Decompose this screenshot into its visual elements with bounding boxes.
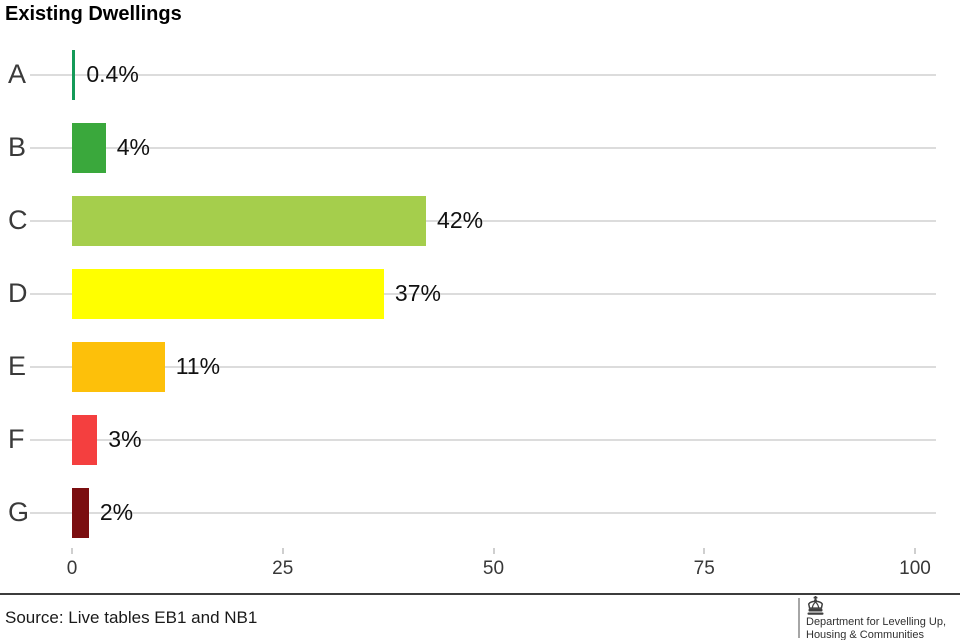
bar-b (72, 123, 106, 173)
chart-row-f: F 3% (0, 415, 960, 465)
x-axis-tick-mark (71, 548, 73, 554)
x-axis-tick-label: 100 (899, 558, 931, 579)
chart-row-a: A 0.4% (0, 50, 960, 100)
chart-row-g: G 2% (0, 488, 960, 538)
bar-f (72, 415, 98, 465)
chart-row-d: D 37% (0, 269, 960, 319)
bar-c (72, 196, 427, 246)
row-gridline (30, 293, 936, 295)
x-axis-tick-label: 0 (66, 558, 78, 579)
value-label-d: 37% (394, 279, 441, 306)
department-name: Department for Levelling Up, Housing & C… (806, 616, 946, 640)
value-label-b: 4% (116, 133, 150, 160)
band-label-c: C (8, 204, 28, 235)
row-gridline (30, 366, 936, 368)
band-label-a: A (8, 58, 27, 89)
x-axis-tick-mark (281, 548, 284, 554)
chart-title: Existing Dwellings (5, 3, 182, 25)
bar-e (72, 342, 165, 392)
source-note: Source: Live tables EB1 and NB1 (5, 608, 258, 627)
bar-g (72, 488, 89, 538)
bar-a (72, 50, 76, 100)
band-label-g: G (8, 496, 30, 527)
department-name-line2: Housing & Communities (806, 628, 924, 640)
footer-divider (798, 598, 800, 638)
value-label-c: 42% (437, 206, 484, 233)
x-axis-tick-label: 75 (693, 558, 715, 579)
value-label-e: 11% (175, 352, 221, 379)
row-gridline (30, 439, 936, 441)
band-label-d: D (8, 277, 28, 308)
department-name-line1: Department for Levelling Up, (806, 616, 947, 628)
x-axis-tick-mark (492, 548, 495, 554)
value-label-g: 2% (99, 498, 134, 525)
x-axis-tick-mark (703, 548, 706, 554)
bar-d (72, 269, 384, 319)
row-gridline (30, 512, 936, 514)
x-axis-tick-label: 25 (272, 558, 294, 579)
row-gridline (30, 220, 936, 222)
value-label-a: 0.4% (86, 60, 139, 87)
band-label-b: B (8, 131, 27, 162)
row-gridline (30, 147, 936, 149)
x-axis-tick-label: 50 (482, 558, 505, 579)
value-label-f: 3% (108, 425, 142, 452)
uk-crown-icon (807, 596, 824, 615)
chart-row-b: B 4% (0, 123, 960, 173)
footer: Source: Live tables EB1 and NB1 Departme… (0, 595, 960, 640)
row-gridline (30, 74, 936, 76)
band-label-f: F (8, 423, 25, 454)
chart-row-c: C 42% (0, 196, 960, 246)
chart-row-e: E 11% (0, 342, 960, 392)
footer-separator-line (0, 593, 960, 595)
x-axis-tick-mark (914, 548, 916, 554)
band-label-e: E (8, 350, 27, 381)
